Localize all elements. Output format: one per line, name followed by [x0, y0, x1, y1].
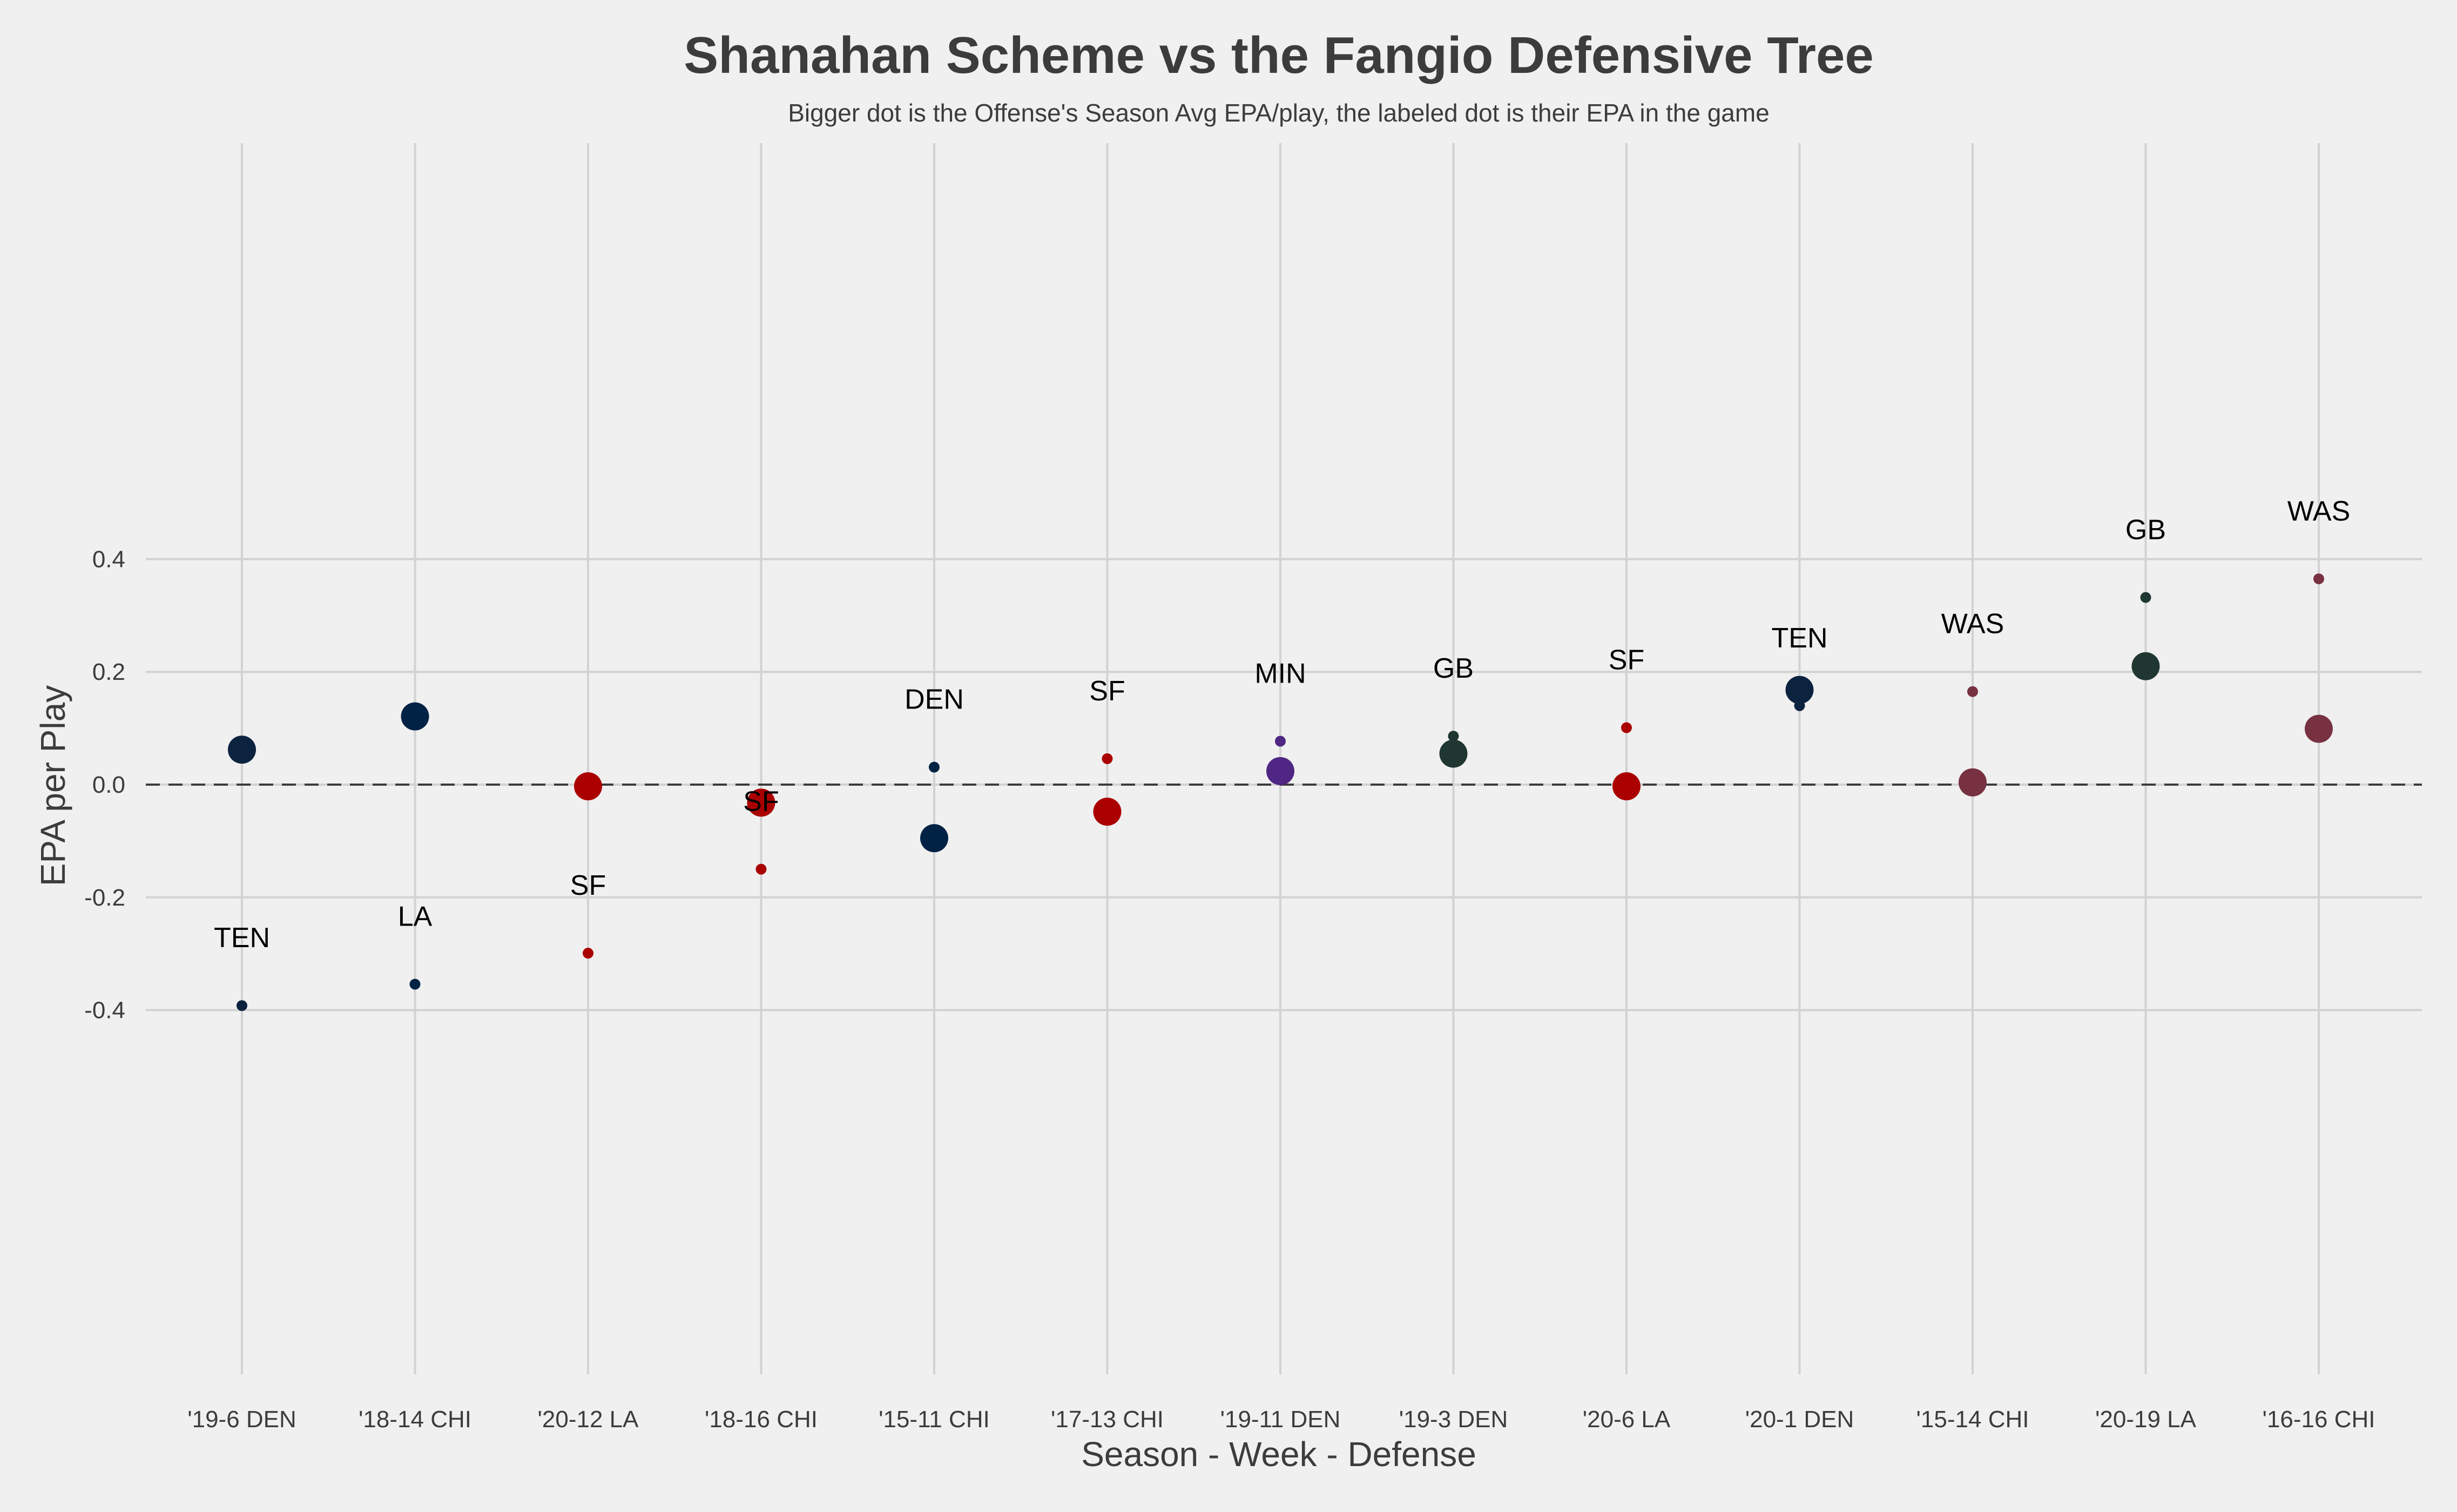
- game-epa-point: [1102, 753, 1113, 764]
- y-tick-label: -0.4: [84, 997, 125, 1024]
- game-epa-point: [2140, 592, 2151, 603]
- y-tick-label: -0.2: [84, 885, 125, 911]
- x-tick-labels: '19-6 DEN '18-14 CHI '20-12 LA '18-16 CHI '1…: [187, 1406, 2375, 1433]
- point-label: WAS: [1941, 609, 2004, 640]
- game-epa-point: [237, 1000, 247, 1011]
- season-avg-point: [2131, 652, 2160, 680]
- game-epa-point: [1448, 731, 1459, 742]
- season-avg-point: [1093, 798, 1122, 826]
- x-tick-label: '20-1 DEN: [1745, 1406, 1854, 1433]
- game-epa-point: [1794, 700, 1805, 711]
- point-label: MIN: [1254, 658, 1306, 690]
- y-tick-label: 0.0: [92, 772, 125, 798]
- season-avg-point: [747, 788, 775, 817]
- point-label: WAS: [2287, 496, 2351, 527]
- season-avg-point: [1785, 676, 1814, 704]
- game-epa-point: [1967, 686, 1978, 697]
- game-epa-point: [1275, 735, 1286, 747]
- x-tick-label: '20-19 LA: [2095, 1406, 2197, 1433]
- season-avg-point: [1266, 757, 1294, 785]
- data-points: [228, 573, 2333, 1011]
- x-tick-label: '18-14 CHI: [359, 1406, 471, 1433]
- point-label: SF: [1089, 676, 1125, 707]
- season-avg-point: [574, 772, 602, 801]
- x-tick-label: '15-14 CHI: [1916, 1406, 2029, 1433]
- x-tick-label: '18-16 CHI: [705, 1406, 818, 1433]
- season-avg-point: [401, 702, 429, 731]
- season-avg-point: [1439, 739, 1468, 768]
- y-tick-label: 0.2: [92, 659, 125, 685]
- season-avg-point: [1959, 768, 1987, 796]
- x-tick-label: '20-12 LA: [538, 1406, 639, 1433]
- point-label: SF: [570, 870, 606, 901]
- x-tick-label: '20-6 LA: [1583, 1406, 1671, 1433]
- game-epa-point: [409, 978, 421, 990]
- game-epa-point: [583, 948, 593, 959]
- x-tick-label: '16-16 CHI: [2263, 1406, 2375, 1433]
- point-label: TEN: [214, 922, 270, 954]
- chart-subtitle: Bigger dot is the Offense's Season Avg E…: [788, 99, 1770, 127]
- game-epa-point: [1621, 722, 1632, 733]
- point-label: SF: [1609, 645, 1644, 676]
- x-tick-label: '15-11 CHI: [879, 1406, 990, 1433]
- x-axis-title: Season - Week - Defense: [1081, 1435, 1476, 1474]
- point-label: TEN: [1772, 623, 1828, 654]
- x-tick-label: '17-13 CHI: [1051, 1406, 1164, 1433]
- point-label: GB: [1433, 653, 1474, 684]
- y-tick-labels: -0.4 -0.2 0.0 0.2 0.4: [84, 546, 125, 1023]
- point-label: LA: [398, 901, 433, 933]
- season-avg-point: [920, 824, 948, 853]
- y-tick-label: 0.4: [92, 546, 125, 572]
- x-tick-label: '19-3 DEN: [1399, 1406, 1508, 1433]
- point-label: DEN: [905, 684, 964, 716]
- x-tick-label: '19-11 DEN: [1220, 1406, 1341, 1433]
- x-tick-label: '19-6 DEN: [187, 1406, 296, 1433]
- game-epa-point: [929, 761, 940, 773]
- season-avg-point: [228, 735, 256, 764]
- y-axis-title: EPA per Play: [33, 685, 72, 886]
- point-labels: TEN LA SF SF DEN SF MIN GB SF TEN WAS GB WAS: [214, 496, 2350, 954]
- chart-title: Shanahan Scheme vs the Fangio Defensive …: [684, 26, 1873, 84]
- point-label: SF: [743, 786, 779, 818]
- point-label: GB: [2125, 514, 2166, 545]
- game-epa-point: [755, 863, 767, 875]
- season-avg-point: [2305, 714, 2333, 743]
- game-epa-point: [2313, 573, 2324, 584]
- season-avg-point: [1612, 772, 1641, 801]
